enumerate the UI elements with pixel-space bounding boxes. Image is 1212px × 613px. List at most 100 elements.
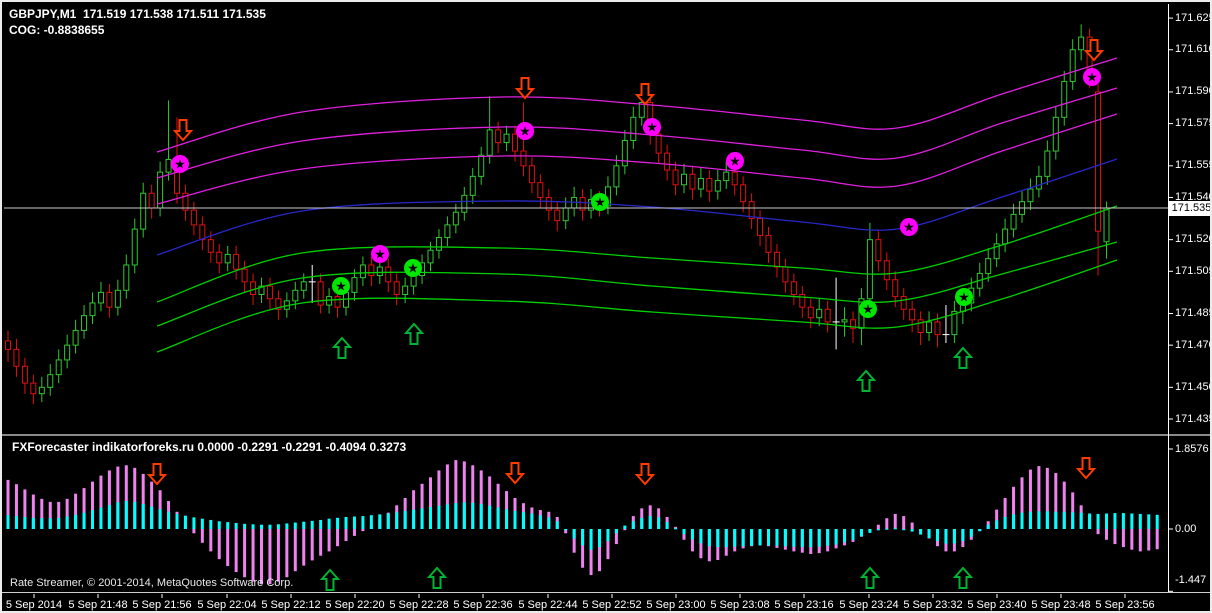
forecast-bar-violet bbox=[57, 501, 61, 529]
forecast-bar-cyan bbox=[893, 528, 897, 530]
candle-body bbox=[444, 224, 451, 239]
forecast-bar-cyan bbox=[91, 510, 94, 529]
forecast-bar-cyan bbox=[268, 524, 272, 529]
candle-body bbox=[799, 294, 806, 308]
forecast-bar-violet bbox=[893, 513, 897, 529]
forecast-bar-cyan bbox=[6, 515, 10, 529]
forecast-bar-violet bbox=[1130, 529, 1134, 550]
cog-upper-band-line bbox=[156, 57, 1118, 153]
time-axis-label: 5 Sep 22:52 bbox=[582, 599, 642, 611]
forecast-bar-violet bbox=[243, 529, 247, 578]
star-signal-circle bbox=[332, 277, 350, 295]
time-axis-label: 5 Sep 22:44 bbox=[518, 599, 578, 611]
star-signal-circle bbox=[404, 259, 422, 277]
indicator-axis-label: 1.8576 bbox=[1175, 442, 1209, 455]
forecast-bar-violet bbox=[192, 529, 196, 534]
forecast-bar-cyan bbox=[488, 505, 492, 529]
forecast-bar-cyan bbox=[674, 528, 678, 530]
forecast-bar-cyan bbox=[1121, 513, 1125, 529]
forecast-bar-violet bbox=[91, 481, 94, 529]
forecast-bar-violet bbox=[690, 529, 694, 552]
panel-separator[interactable] bbox=[2, 434, 1212, 436]
forecast-bar-cyan bbox=[1138, 513, 1142, 529]
price-axis-label: 171.575 bbox=[1175, 117, 1212, 130]
forecast-bar-violet bbox=[614, 529, 618, 545]
forecast-bar-cyan bbox=[1130, 513, 1134, 529]
candle-body bbox=[334, 296, 341, 308]
forecast-bar-violet bbox=[124, 465, 128, 529]
forecast-bar-violet bbox=[1071, 492, 1075, 529]
sell-arrow-icon bbox=[146, 463, 168, 486]
star-signal-circle bbox=[371, 245, 389, 263]
forecast-bar-cyan bbox=[707, 529, 711, 547]
candle-body bbox=[883, 260, 890, 281]
forecast-bar-violet bbox=[6, 479, 10, 529]
forecast-bar-cyan bbox=[150, 506, 154, 529]
candle-body bbox=[469, 175, 476, 196]
candle-body bbox=[376, 266, 383, 277]
forecast-bar-cyan bbox=[885, 528, 889, 530]
candle-body bbox=[461, 194, 468, 213]
forecast-bar-violet bbox=[1121, 529, 1125, 548]
candle-body bbox=[486, 129, 493, 156]
candle-body bbox=[266, 285, 273, 300]
sell-arrow-icon bbox=[172, 119, 194, 142]
sell-arrow-icon bbox=[1075, 457, 1097, 480]
forecast-bar-cyan bbox=[1071, 512, 1075, 529]
forecast-bar-cyan bbox=[986, 524, 990, 529]
forecast-bar-violet bbox=[1045, 467, 1049, 529]
star-icon: ★ bbox=[646, 121, 658, 136]
forecast-bar-violet bbox=[293, 529, 297, 572]
star-signal-circle bbox=[726, 152, 744, 170]
forecast-bar-cyan bbox=[741, 529, 745, 547]
time-axis-label: 5 Sep 22:12 bbox=[261, 599, 321, 611]
forecast-bar-violet bbox=[200, 529, 204, 543]
candle-body bbox=[38, 386, 45, 395]
forecast-bar-cyan bbox=[944, 529, 948, 544]
copyright-text: Rate Streamer, © 2001-2014, MetaQuotes S… bbox=[10, 577, 294, 589]
star-icon: ★ bbox=[958, 291, 970, 306]
indicator-subwindow[interactable] bbox=[4, 437, 1168, 592]
forecast-bar-violet bbox=[682, 529, 686, 540]
forecast-bar-violet bbox=[876, 524, 880, 529]
time-axis-label: 5 Sep 23:56 bbox=[1095, 599, 1155, 611]
forecast-bar-cyan bbox=[471, 502, 475, 529]
candle-body bbox=[317, 281, 324, 306]
forecast-bar-violet bbox=[361, 529, 365, 532]
price-axis-label: 171.505 bbox=[1175, 264, 1212, 277]
forecast-bar-cyan bbox=[31, 517, 35, 529]
forecast-bar-cyan bbox=[116, 502, 120, 529]
candle-body bbox=[114, 289, 121, 308]
forecast-bar-cyan bbox=[978, 529, 982, 532]
time-axis-label: 5 Sep 22:04 bbox=[197, 599, 257, 611]
forecast-bar-violet bbox=[209, 529, 213, 552]
forecast-bar-cyan bbox=[141, 504, 145, 529]
candle-body bbox=[723, 171, 730, 182]
forecast-bar-violet bbox=[1105, 529, 1108, 540]
candle-body bbox=[1095, 91, 1102, 232]
candle-body bbox=[1010, 213, 1017, 230]
forecast-bar-violet bbox=[606, 529, 610, 560]
indicator-axis-label: -1.447 bbox=[1175, 573, 1207, 586]
forecast-bar-violet bbox=[14, 484, 18, 529]
forecast-bar-cyan bbox=[724, 529, 728, 548]
candle-body bbox=[714, 180, 721, 192]
candle-body bbox=[638, 102, 645, 118]
candle-body bbox=[182, 192, 189, 211]
candle-body bbox=[875, 239, 882, 262]
candle-body bbox=[545, 196, 552, 211]
forecast-bar-cyan bbox=[1096, 513, 1100, 529]
candle-body bbox=[934, 321, 941, 336]
candle-body bbox=[64, 344, 71, 361]
forecast-bar-cyan bbox=[598, 529, 601, 548]
forecast-bar-cyan bbox=[1105, 513, 1108, 529]
candle-body bbox=[993, 243, 1000, 260]
forecast-bar-violet bbox=[479, 470, 483, 529]
forecast-bar-cyan bbox=[395, 512, 399, 529]
forecast-bar-violet bbox=[302, 529, 306, 566]
main-chart-panel[interactable] bbox=[4, 4, 1168, 434]
forecast-bar-cyan bbox=[817, 529, 821, 547]
star-signal-circle bbox=[591, 193, 609, 211]
forecast-bar-cyan bbox=[107, 504, 111, 529]
